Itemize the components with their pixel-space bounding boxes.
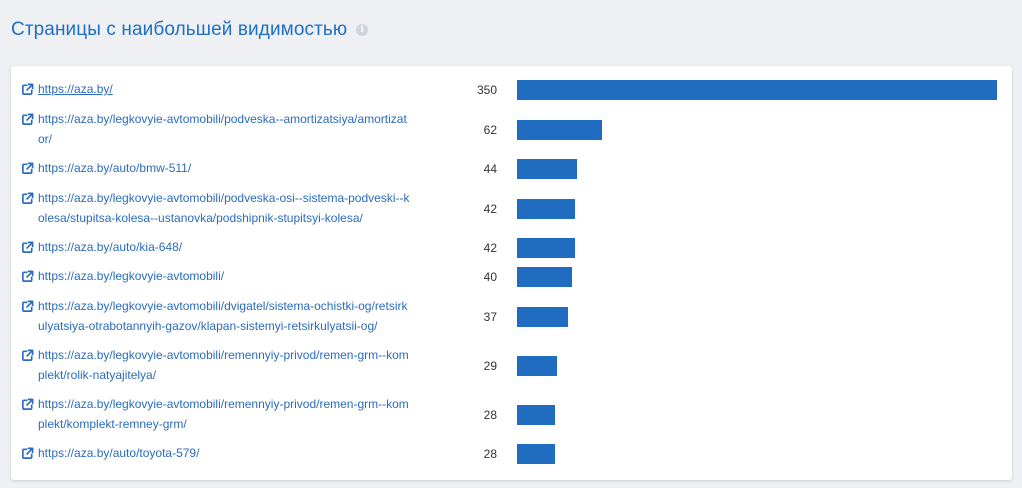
page-link[interactable]: https://aza.by/legkovyie-avtomobili/podv… (21, 189, 413, 228)
visibility-bar (517, 355, 557, 376)
visibility-bar (517, 237, 575, 258)
section-title: Страницы с наибольшей видимостью (11, 19, 348, 40)
visibility-count: 42 (483, 201, 497, 216)
page-link[interactable]: https://aza.by/legkovyie-avtomobili/reme… (21, 395, 413, 434)
visibility-count: 62 (483, 122, 497, 137)
page-url: https://aza.by/legkovyie-avtomobili/ (38, 269, 225, 283)
page-url: https://aza.by/legkovyie-avtomobili/podv… (38, 112, 407, 146)
section-header: Страницы с наибольшей видимостью i (11, 19, 369, 41)
visibility-count: 29 (483, 358, 497, 373)
external-link-icon (21, 398, 34, 411)
visibility-bar (517, 404, 555, 425)
visibility-bar (517, 306, 568, 327)
external-link-icon (21, 162, 34, 175)
page-link[interactable]: https://aza.by/auto/kia-648/ (21, 238, 413, 258)
external-link-icon (21, 83, 34, 96)
page-url: https://aza.by/legkovyie-avtomobili/dvig… (38, 299, 408, 333)
visibility-count: 28 (483, 446, 497, 461)
visibility-bar (517, 158, 577, 179)
external-link-icon (21, 113, 34, 126)
page-url: https://aza.by/legkovyie-avtomobili/reme… (38, 397, 409, 431)
top-pages-card: https://aza.by/350 https://aza.by/legkovy… (11, 66, 1012, 480)
visibility-count: 28 (483, 407, 497, 422)
visibility-count: 42 (483, 240, 497, 255)
external-link-icon (21, 241, 34, 254)
page-link[interactable]: https://aza.by/auto/bmw-511/ (21, 159, 413, 179)
page-link[interactable]: https://aza.by/legkovyie-avtomobili/podv… (21, 110, 413, 149)
visibility-count: 40 (483, 269, 497, 284)
visibility-bar (517, 79, 997, 100)
visibility-bar (517, 198, 575, 219)
page-url: https://aza.by/auto/kia-648/ (38, 240, 183, 254)
external-link-icon (21, 270, 34, 283)
external-link-icon (21, 300, 34, 313)
external-link-icon (21, 192, 34, 205)
external-link-icon (21, 447, 34, 460)
visibility-count: 350 (476, 82, 497, 97)
page-url: https://aza.by/legkovyie-avtomobili/reme… (38, 348, 409, 382)
visibility-bar (517, 443, 555, 464)
page-url: https://aza.by/ (38, 82, 113, 96)
page-link[interactable]: https://aza.by/auto/toyota-579/ (21, 444, 413, 464)
visibility-count: 44 (483, 161, 497, 176)
visibility-bar (517, 119, 602, 140)
page-link[interactable]: https://aza.by/legkovyie-avtomobili/dvig… (21, 297, 413, 336)
page-link[interactable]: https://aza.by/legkovyie-avtomobili/ (21, 267, 413, 287)
visibility-count: 37 (483, 309, 497, 324)
page-url: https://aza.by/auto/bmw-511/ (38, 161, 192, 175)
page-link[interactable]: https://aza.by/ (21, 80, 413, 100)
external-link-icon (21, 349, 34, 362)
page-url: https://aza.by/legkovyie-avtomobili/podv… (38, 191, 410, 225)
info-icon[interactable]: i (356, 24, 369, 36)
page-link[interactable]: https://aza.by/legkovyie-avtomobili/reme… (21, 346, 413, 385)
page-url: https://aza.by/auto/toyota-579/ (38, 446, 200, 460)
visibility-bar (517, 266, 572, 287)
